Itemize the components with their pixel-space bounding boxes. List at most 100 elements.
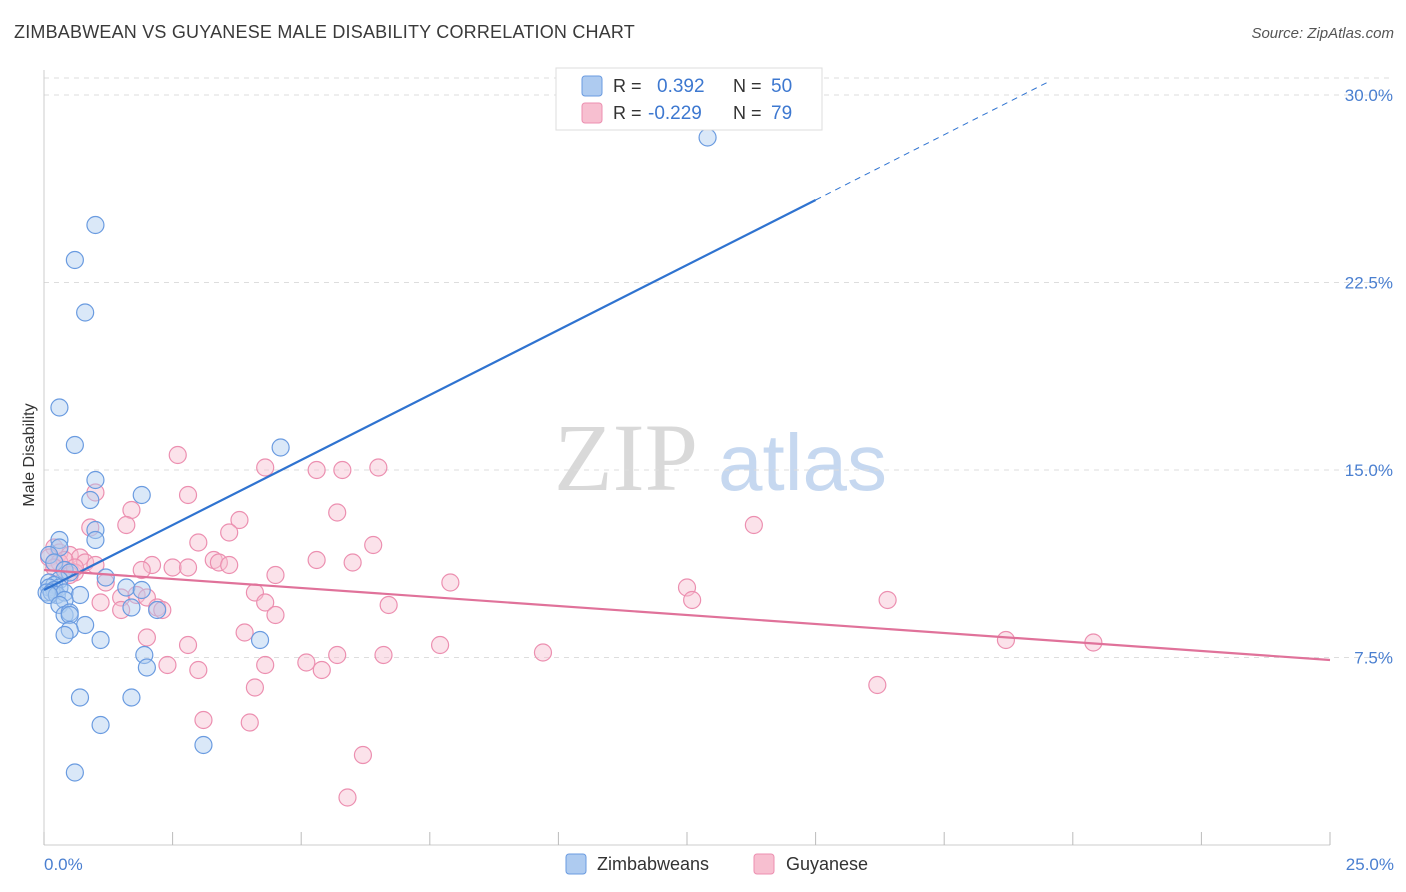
guyanese-point xyxy=(312,660,331,680)
guyanese-point xyxy=(256,593,275,612)
zimbabwean-point xyxy=(55,625,74,645)
guyanese-points xyxy=(40,445,1103,807)
guyanese-point xyxy=(307,460,326,480)
zimbabwean-point xyxy=(86,520,105,540)
guyanese-point xyxy=(178,635,198,655)
series-legend: Zimbabweans Guyanese xyxy=(565,853,868,875)
legend-r-label-1: R = xyxy=(613,76,642,96)
zimbabwean-point xyxy=(132,485,151,505)
legend-n-label-1: N = xyxy=(733,76,762,96)
guyanese-point xyxy=(132,560,151,580)
guyanese-point xyxy=(328,503,347,522)
legend-r-value-2: -0.229 xyxy=(648,103,702,124)
guyanese-point xyxy=(163,558,182,577)
zimbabwean-trend-line xyxy=(43,199,817,591)
zimbabwean-point xyxy=(250,630,270,650)
zimbabwean-point xyxy=(122,688,141,707)
guyanese-point xyxy=(683,590,702,610)
legend-label-guyanese: Guyanese xyxy=(786,854,868,874)
zimbabwean-point xyxy=(271,438,290,457)
zimbabwean-point xyxy=(65,763,84,782)
guyanese-point xyxy=(142,555,162,575)
guyanese-point xyxy=(374,645,393,665)
zimbabwean-point xyxy=(132,580,151,600)
guyanese-point xyxy=(364,535,383,555)
legend-swatch-blue xyxy=(581,75,603,97)
zimbabwean-point xyxy=(86,470,105,490)
chart-title: ZIMBABWEAN VS GUYANESE MALE DISABILITY C… xyxy=(14,22,635,42)
source-credit: Source: ZipAtlas.com xyxy=(1251,25,1394,42)
legend-r-value-1: 0.392 xyxy=(657,76,705,97)
guyanese-point xyxy=(266,565,285,585)
guyanese-point xyxy=(256,458,275,477)
legend-label-zimbabweans: Zimbabweans xyxy=(597,854,709,874)
guyanese-point xyxy=(266,605,285,625)
legend-swatch-guyanese xyxy=(753,853,775,875)
guyanese-point xyxy=(189,533,208,552)
zimbabwean-point xyxy=(76,615,95,635)
zimbabwean-point xyxy=(65,435,84,455)
zimbabwean-point xyxy=(122,598,141,617)
guyanese-point xyxy=(235,623,254,642)
guyanese-trend-line xyxy=(43,568,1331,662)
guyanese-point xyxy=(137,628,156,647)
guyanese-point xyxy=(353,745,373,765)
zimbabwean-point xyxy=(76,303,95,322)
zimbabwean-point xyxy=(70,688,90,707)
zimbabwean-point xyxy=(86,215,105,235)
correlation-legend: R = 0.392 N = 50 R = -0.229 N = 79 xyxy=(555,67,823,131)
guyanese-point xyxy=(878,590,897,610)
guyanese-point xyxy=(158,655,177,675)
zimbabwean-point xyxy=(50,398,69,417)
guyanese-point xyxy=(333,460,352,480)
legend-swatch-pink xyxy=(581,102,603,124)
guyanese-point xyxy=(307,550,326,570)
zimbabwean-trend-extension xyxy=(815,82,1048,201)
guyanese-point xyxy=(178,558,198,577)
guyanese-point xyxy=(868,675,887,695)
guyanese-point xyxy=(343,553,362,572)
y-tick-label: 15.0% xyxy=(1345,461,1393,480)
guyanese-point xyxy=(256,655,275,675)
guyanese-point xyxy=(194,710,213,730)
guyanese-point xyxy=(220,555,239,575)
guyanese-point xyxy=(240,713,259,732)
watermark-atlas: atlas xyxy=(718,418,887,507)
guyanese-point xyxy=(379,595,398,615)
gridlines xyxy=(44,77,1392,658)
zimbabwean-point xyxy=(60,620,79,640)
guyanese-point xyxy=(328,645,347,665)
guyanese-point xyxy=(168,445,187,465)
guyanese-point xyxy=(297,653,316,672)
zimbabwean-point xyxy=(148,600,167,620)
x-axis-ticks xyxy=(43,832,1331,845)
guyanese-point xyxy=(153,600,172,620)
guyanese-point xyxy=(189,660,208,680)
y-axis-tick-labels: 7.5% 15.0% 22.5% 30.0% xyxy=(1345,86,1393,668)
guyanese-point xyxy=(996,630,1016,650)
y-axis-label: Male Disability xyxy=(21,403,38,506)
y-tick-label: 30.0% xyxy=(1345,86,1393,105)
guyanese-point xyxy=(441,573,460,592)
guyanese-point xyxy=(220,523,239,542)
legend-n-value-2: 79 xyxy=(771,103,792,124)
zimbabwean-point xyxy=(50,530,69,550)
zimbabwean-point xyxy=(65,250,84,270)
y-tick-label: 22.5% xyxy=(1345,274,1393,293)
guyanese-point xyxy=(91,593,110,612)
x-tick-label-min: 0.0% xyxy=(44,855,83,874)
guyanese-point xyxy=(369,458,388,477)
zimbabwean-point xyxy=(86,530,105,550)
zimbabwean-point xyxy=(91,715,110,735)
zimbabwean-point xyxy=(117,578,136,597)
guyanese-point xyxy=(338,788,357,807)
zimbabwean-point xyxy=(70,585,90,605)
legend-r-label-2: R = xyxy=(613,103,642,123)
zimbabwean-point xyxy=(137,658,156,677)
zimbabwean-point xyxy=(81,490,100,510)
zimbabwean-point xyxy=(91,630,110,650)
guyanese-point xyxy=(744,515,763,535)
guyanese-point xyxy=(245,678,265,697)
legend-swatch-zimbabweans xyxy=(565,853,587,875)
